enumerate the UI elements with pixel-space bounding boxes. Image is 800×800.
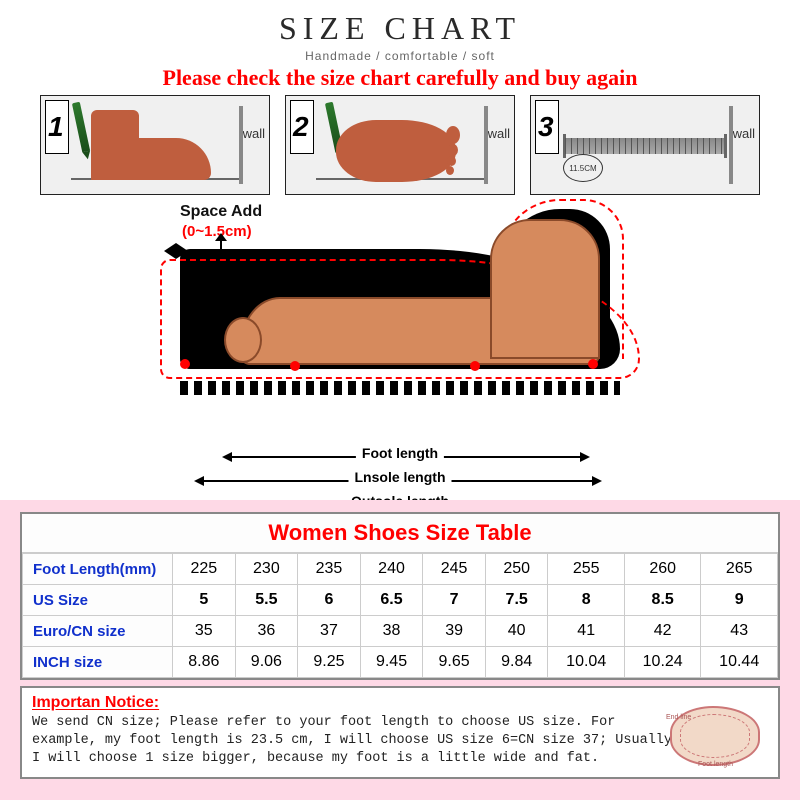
- warning-text: Please check the size chart carefully an…: [0, 65, 800, 91]
- table-row: INCH size8.869.069.259.459.659.8410.0410…: [23, 647, 778, 678]
- step-number: 3: [535, 100, 559, 154]
- row-header: Foot Length(mm): [23, 554, 173, 585]
- size-cell: 8.86: [173, 647, 236, 678]
- size-cell: 38: [360, 616, 423, 647]
- size-cell: 40: [485, 616, 548, 647]
- notice-title: Importan Notice:: [32, 694, 768, 712]
- size-cell: 7.5: [485, 585, 548, 616]
- size-cell: 35: [173, 616, 236, 647]
- size-cell: 10.24: [624, 647, 700, 678]
- wall-bar: [729, 106, 733, 184]
- size-chart-infographic: SIZE CHART Handmade / comfortable / soft…: [0, 0, 800, 800]
- size-cell: 39: [423, 616, 486, 647]
- side-foot-icon: [91, 110, 211, 180]
- size-table: Foot Length(mm)2252302352402452502552602…: [22, 553, 778, 678]
- step-1: 1 wall: [40, 95, 270, 195]
- row-header: INCH size: [23, 647, 173, 678]
- marker-dot: [470, 361, 480, 371]
- size-cell: 9: [701, 585, 778, 616]
- table-row: Foot Length(mm)2252302352402452502552602…: [23, 554, 778, 585]
- size-cell: 5.5: [235, 585, 298, 616]
- size-table-container: Women Shoes Size Table Foot Length(mm)22…: [20, 512, 780, 680]
- marker-dot: [290, 361, 300, 371]
- size-cell: 10.44: [701, 647, 778, 678]
- size-cell: 6: [298, 585, 361, 616]
- size-cell: 240: [360, 554, 423, 585]
- wall-label: wall: [488, 126, 510, 141]
- size-cell: 8.5: [624, 585, 700, 616]
- ruler-measurement-callout: 11.5CM: [563, 154, 603, 182]
- size-cell: 225: [173, 554, 236, 585]
- table-row: US Size55.566.577.588.59: [23, 585, 778, 616]
- size-cell: 8: [548, 585, 624, 616]
- row-header: US Size: [23, 585, 173, 616]
- pen-icon: [72, 102, 90, 153]
- size-cell: 43: [701, 616, 778, 647]
- foot-length-label: Foot length: [356, 445, 444, 461]
- wall-bar: [484, 106, 488, 184]
- marker-dot: [180, 359, 190, 369]
- size-cell: 7: [423, 585, 486, 616]
- size-cell: 6.5: [360, 585, 423, 616]
- insole-length-label: Lnsole length: [349, 469, 452, 485]
- size-cell: 9.84: [485, 647, 548, 678]
- size-cell: 36: [235, 616, 298, 647]
- size-cell: 9.45: [360, 647, 423, 678]
- table-title: Women Shoes Size Table: [22, 514, 778, 553]
- size-cell: 235: [298, 554, 361, 585]
- marker-dot: [588, 359, 598, 369]
- shoe-diagram: Space Add (0~1.5cm) Foot: [140, 209, 660, 439]
- size-cell: 260: [624, 554, 700, 585]
- size-cell: 42: [624, 616, 700, 647]
- size-cell: 41: [548, 616, 624, 647]
- insole-length-arrow: Lnsole length: [140, 471, 660, 493]
- step-3: 3 wall 11.5CM: [530, 95, 760, 195]
- step-number: 2: [290, 100, 314, 154]
- bottom-section: Women Shoes Size Table Foot Length(mm)22…: [0, 500, 800, 800]
- size-cell: 10.04: [548, 647, 624, 678]
- row-header: Euro/CN size: [23, 616, 173, 647]
- size-cell: 255: [548, 554, 624, 585]
- ruler-icon: [565, 138, 725, 154]
- page-subtitle: Handmade / comfortable / soft: [0, 49, 800, 63]
- mini-foot-diagram-icon: End line Foot length: [670, 706, 760, 766]
- top-section: SIZE CHART Handmade / comfortable / soft…: [0, 0, 800, 500]
- size-cell: 9.25: [298, 647, 361, 678]
- top-foot-icon: [336, 120, 456, 182]
- size-cell: 230: [235, 554, 298, 585]
- shoe-icon: [180, 239, 620, 389]
- size-cell: 265: [701, 554, 778, 585]
- size-cell: 9.06: [235, 647, 298, 678]
- size-cell: 5: [173, 585, 236, 616]
- size-cell: 37: [298, 616, 361, 647]
- step-number: 1: [45, 100, 69, 154]
- space-add-label: Space Add: [180, 203, 262, 221]
- notice-text: We send CN size; Please refer to your fo…: [32, 714, 672, 769]
- table-row: Euro/CN size353637383940414243: [23, 616, 778, 647]
- size-cell: 250: [485, 554, 548, 585]
- measurement-steps: 1 wall 2 wall: [40, 95, 760, 195]
- wall-bar: [239, 106, 243, 184]
- mini-foot-length-label: Foot length: [698, 761, 733, 768]
- foot-in-shoe-icon: [240, 257, 600, 367]
- page-title: SIZE CHART: [0, 0, 800, 47]
- size-cell: 9.65: [423, 647, 486, 678]
- size-cell: 245: [423, 554, 486, 585]
- foot-length-arrow: Foot length: [140, 447, 660, 469]
- step-2: 2 wall: [285, 95, 515, 195]
- mini-end-line-label: End line: [666, 714, 691, 721]
- wall-label: wall: [733, 126, 755, 141]
- wall-label: wall: [243, 126, 265, 141]
- important-notice: Importan Notice: We send CN size; Please…: [20, 686, 780, 779]
